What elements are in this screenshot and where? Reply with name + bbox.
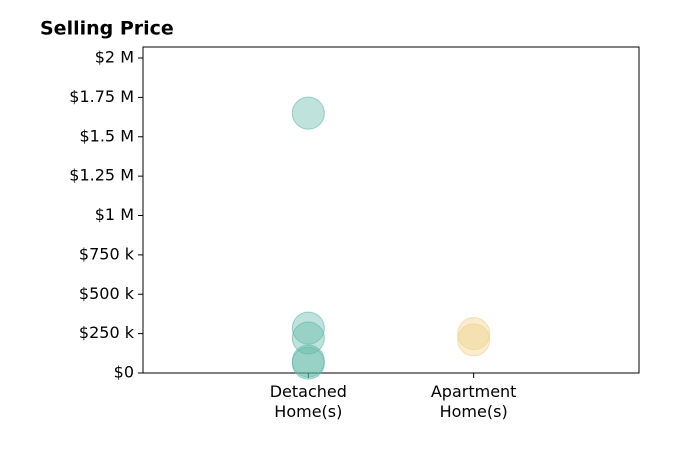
y-tick-label: $500 k [79,284,135,303]
x-tick-label: Detached Home(s) [269,382,347,421]
plot-frame [142,46,640,374]
y-tick-label: $2 M [95,48,134,67]
y-tick-label: $1.25 M [69,166,134,185]
point [291,96,325,130]
y-tick-label: $0 [114,363,134,382]
y-tick-label: $1 M [95,205,134,224]
y-tick-label: $250 k [79,323,135,342]
y-tick-label: $1.5 M [79,126,134,145]
chart-title: Selling Price [40,18,174,40]
point [291,346,325,380]
point [291,311,325,345]
y-tick-label: $1.75 M [69,87,134,106]
x-tick-label: Apartment Home(s) [430,382,517,421]
point [291,321,325,355]
y-tick-label: $750 k [79,244,135,263]
point [457,323,491,357]
